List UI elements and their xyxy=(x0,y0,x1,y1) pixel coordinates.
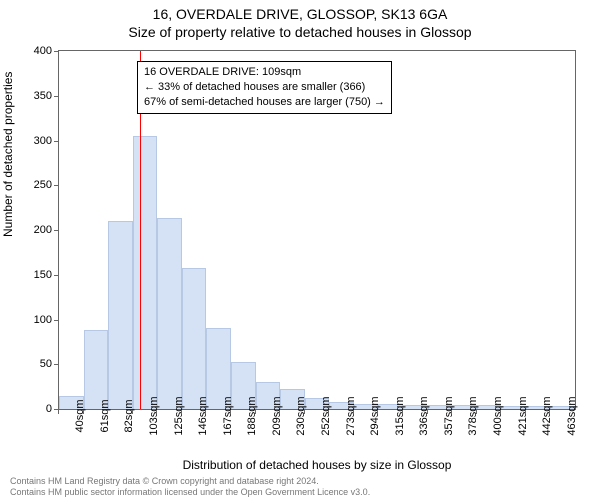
y-tick-label: 150 xyxy=(34,269,52,281)
x-tick-mark xyxy=(353,410,354,414)
y-tick-label: 100 xyxy=(34,314,52,326)
x-tick-label: 230sqm xyxy=(295,396,307,435)
x-tick-mark xyxy=(328,410,329,414)
x-tick-label: 146sqm xyxy=(197,396,209,435)
x-tick-label: 125sqm xyxy=(173,396,185,435)
footer-line1: Contains HM Land Registry data © Crown c… xyxy=(10,476,370,487)
x-tick-mark xyxy=(451,410,452,414)
x-tick-mark xyxy=(304,410,305,414)
x-tick-label: 103sqm xyxy=(148,396,160,435)
x-tick-label: 378sqm xyxy=(467,396,479,435)
y-tick-label: 0 xyxy=(46,403,52,415)
histogram-bar xyxy=(133,136,158,409)
chart-title-main: 16, OVERDALE DRIVE, GLOSSOP, SK13 6GA xyxy=(0,0,600,22)
chart-container: 16, OVERDALE DRIVE, GLOSSOP, SK13 6GA Si… xyxy=(0,0,600,500)
x-tick-mark xyxy=(83,410,84,414)
y-axis: 050100150200250300350400 xyxy=(0,50,58,410)
x-axis: 40sqm61sqm82sqm103sqm125sqm146sqm167sqm1… xyxy=(58,410,576,460)
x-tick-mark xyxy=(427,410,428,414)
histogram-bar xyxy=(182,268,207,409)
x-tick-label: 463sqm xyxy=(566,396,578,435)
x-tick-mark xyxy=(205,410,206,414)
y-tick-label: 350 xyxy=(34,90,52,102)
x-tick-mark xyxy=(156,410,157,414)
y-tick-label: 250 xyxy=(34,179,52,191)
x-axis-label: Distribution of detached houses by size … xyxy=(58,458,576,472)
x-tick-label: 209sqm xyxy=(271,396,283,435)
x-tick-label: 167sqm xyxy=(222,396,234,435)
x-tick-label: 442sqm xyxy=(541,396,553,435)
y-tick-label: 50 xyxy=(40,358,52,370)
y-tick-label: 300 xyxy=(34,135,52,147)
x-tick-label: 421sqm xyxy=(517,396,529,435)
x-tick-mark xyxy=(549,410,550,414)
x-tick-mark xyxy=(132,410,133,414)
x-tick-label: 273sqm xyxy=(345,396,357,435)
x-tick-label: 61sqm xyxy=(99,399,111,432)
x-tick-label: 294sqm xyxy=(369,396,381,435)
x-tick-mark xyxy=(500,410,501,414)
histogram-bar xyxy=(84,330,109,409)
x-tick-mark xyxy=(377,410,378,414)
x-tick-mark xyxy=(181,410,182,414)
y-tick-label: 400 xyxy=(34,45,52,57)
x-tick-mark xyxy=(255,410,256,414)
x-tick-mark xyxy=(58,410,59,414)
histogram-bar xyxy=(157,218,182,409)
chart-title-sub: Size of property relative to detached ho… xyxy=(0,22,600,40)
x-tick-label: 336sqm xyxy=(418,396,430,435)
x-tick-mark xyxy=(279,410,280,414)
x-tick-label: 252sqm xyxy=(320,396,332,435)
x-tick-label: 188sqm xyxy=(246,396,258,435)
y-tick-label: 200 xyxy=(34,224,52,236)
info-box: 16 OVERDALE DRIVE: 109sqm ← 33% of detac… xyxy=(137,61,392,114)
info-box-line1: 16 OVERDALE DRIVE: 109sqm xyxy=(144,65,385,80)
info-box-line2: ← 33% of detached houses are smaller (36… xyxy=(144,80,385,95)
x-tick-mark xyxy=(230,410,231,414)
footer-attribution: Contains HM Land Registry data © Crown c… xyxy=(10,476,370,498)
x-tick-label: 400sqm xyxy=(492,396,504,435)
x-tick-mark xyxy=(107,410,108,414)
plot-area: 16 OVERDALE DRIVE: 109sqm ← 33% of detac… xyxy=(58,50,576,410)
footer-line2: Contains HM public sector information li… xyxy=(10,487,370,498)
x-tick-label: 82sqm xyxy=(123,399,135,432)
x-tick-label: 315sqm xyxy=(394,396,406,435)
histogram-bar xyxy=(108,221,133,409)
x-tick-mark xyxy=(525,410,526,414)
x-tick-mark xyxy=(476,410,477,414)
info-box-line3: 67% of semi-detached houses are larger (… xyxy=(144,95,385,110)
x-tick-mark xyxy=(402,410,403,414)
x-tick-label: 40sqm xyxy=(74,399,86,432)
x-tick-label: 357sqm xyxy=(443,396,455,435)
